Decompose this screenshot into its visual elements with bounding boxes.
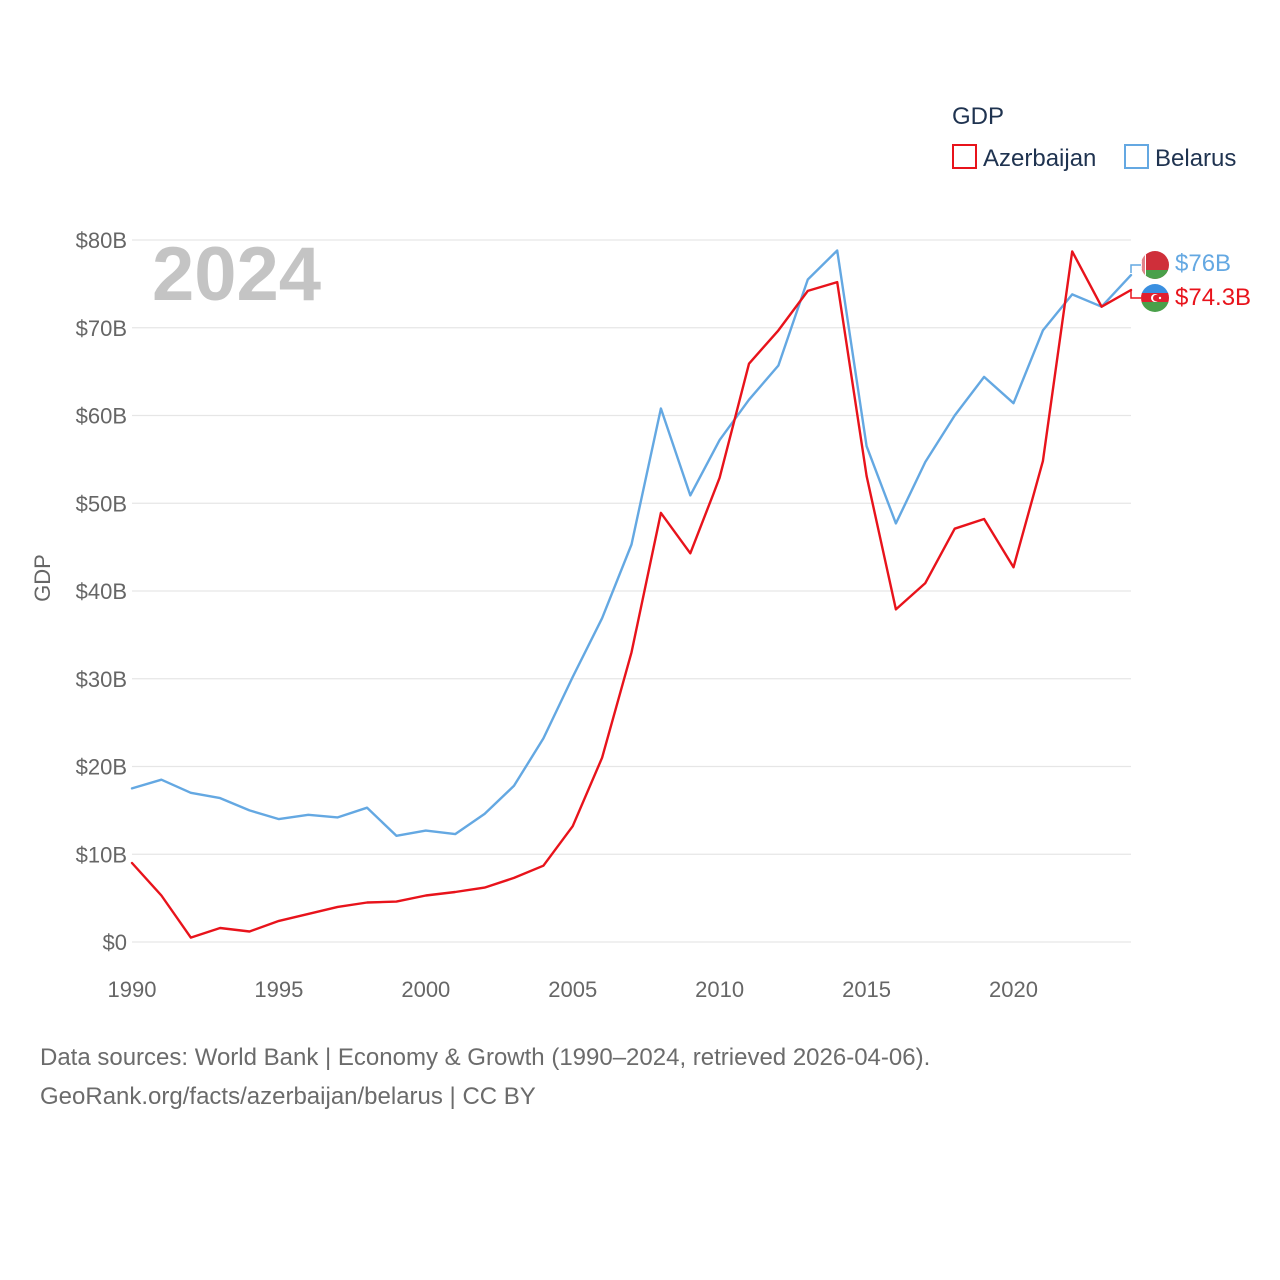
series-lines	[130, 249, 1133, 939]
series-line-belarus[interactable]	[130, 249, 1133, 837]
legend-title: GDP	[952, 103, 1004, 130]
y-axis-ticks: $0 $10B $20B $30B $40B $50B $60B $70B $80B	[76, 228, 127, 955]
belarus-end-connector	[1130, 264, 1141, 273]
x-tick-label: 2000	[401, 977, 450, 1002]
legend-swatch-belarus[interactable]	[1124, 144, 1149, 169]
footer-url[interactable]: GeoRank.org/facts/azerbaijan/belarus | C…	[40, 1083, 536, 1110]
y-tick-label: $80B	[76, 228, 127, 253]
y-tick-label: $30B	[76, 667, 127, 692]
y-tick-label: $70B	[76, 316, 127, 341]
x-axis-ticks: 1990 1995 2000 2005 2010 2015 2020	[108, 977, 1038, 1002]
y-tick-label: $50B	[76, 491, 127, 516]
y-tick-label: $40B	[76, 579, 127, 604]
azerbaijan-flag-icon	[1141, 284, 1169, 312]
belarus-flag-icon	[1141, 251, 1169, 279]
legend-swatch-azerbaijan[interactable]	[952, 144, 977, 169]
legend-label-azerbaijan[interactable]: Azerbaijan	[983, 145, 1096, 172]
x-tick-label: 1990	[108, 977, 157, 1002]
legend-label-belarus[interactable]: Belarus	[1155, 145, 1236, 172]
azerbaijan-end-connector	[1130, 290, 1141, 299]
grid-lines	[132, 239, 1131, 943]
y-tick-label: $0	[103, 930, 127, 955]
series-line-azerbaijan[interactable]	[130, 250, 1133, 939]
footer-source: Data sources: World Bank | Economy & Gro…	[40, 1044, 931, 1071]
x-tick-label: 1995	[254, 977, 303, 1002]
x-tick-label: 2015	[842, 977, 891, 1002]
year-watermark: 2024	[152, 232, 321, 317]
x-tick-label: 2010	[695, 977, 744, 1002]
x-tick-label: 2005	[548, 977, 597, 1002]
y-axis-label: GDP	[30, 554, 55, 602]
x-tick-label: 2020	[989, 977, 1038, 1002]
y-tick-label: $10B	[76, 842, 127, 867]
belarus-end-value: $76B	[1175, 250, 1231, 277]
azerbaijan-end-value: $74.3B	[1175, 284, 1251, 311]
legend: GDP Azerbaijan Belarus	[952, 103, 1236, 172]
y-tick-label: $20B	[76, 755, 127, 780]
y-tick-label: $60B	[76, 404, 127, 429]
